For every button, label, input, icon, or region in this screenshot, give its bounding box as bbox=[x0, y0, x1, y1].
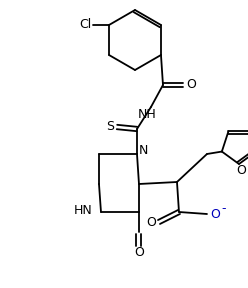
Text: O: O bbox=[134, 245, 144, 259]
Text: S: S bbox=[106, 120, 114, 134]
Text: Cl: Cl bbox=[79, 18, 91, 31]
Text: O: O bbox=[186, 79, 196, 92]
Text: -: - bbox=[222, 202, 226, 215]
Text: O: O bbox=[236, 164, 246, 177]
Text: HN: HN bbox=[74, 204, 93, 217]
Text: O: O bbox=[210, 207, 220, 221]
Text: N: N bbox=[138, 143, 148, 156]
Text: O: O bbox=[146, 215, 156, 228]
Text: NH: NH bbox=[138, 107, 156, 120]
